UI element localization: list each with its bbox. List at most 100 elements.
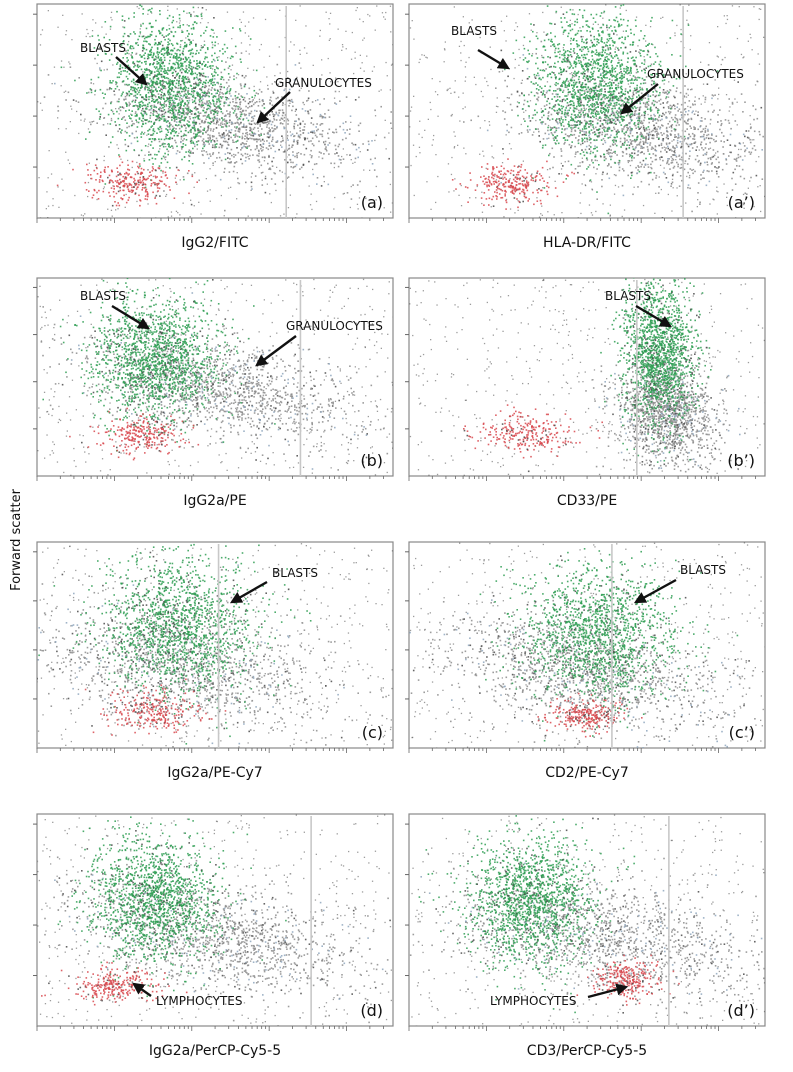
event-point <box>102 107 104 110</box>
event-point <box>756 117 759 120</box>
event-point <box>146 191 148 193</box>
event-point <box>126 60 128 63</box>
event-point <box>120 197 122 199</box>
event-point <box>125 178 127 180</box>
event-point <box>298 62 301 64</box>
event-point <box>177 212 179 214</box>
event-point <box>624 125 626 127</box>
event-point <box>506 85 508 88</box>
event-point <box>298 89 301 92</box>
event-point <box>363 70 365 72</box>
event-point <box>213 88 216 90</box>
event-point <box>296 143 299 145</box>
event-point <box>148 35 150 38</box>
event-point <box>752 105 754 107</box>
event-point <box>96 62 98 65</box>
event-point <box>770 170 772 172</box>
event-point <box>275 112 278 115</box>
event-point <box>184 44 186 47</box>
event-point <box>155 110 158 113</box>
event-point <box>140 119 143 122</box>
event-point <box>119 189 122 192</box>
event-point <box>218 119 221 121</box>
event-point <box>635 16 638 18</box>
event-point <box>57 117 59 119</box>
event-point <box>724 119 727 121</box>
event-point <box>267 120 269 123</box>
event-point <box>171 99 173 102</box>
event-point <box>173 62 175 65</box>
event-point <box>186 172 189 175</box>
event-point <box>159 66 161 69</box>
event-point <box>650 130 653 133</box>
event-point <box>174 95 177 97</box>
event-point <box>85 35 87 38</box>
event-point <box>376 5 378 7</box>
event-point <box>574 73 577 76</box>
event-point <box>124 70 126 72</box>
event-point <box>291 101 294 103</box>
event-point <box>239 122 242 125</box>
event-point <box>206 140 208 143</box>
event-point <box>177 72 179 75</box>
event-point <box>276 166 278 168</box>
event-point <box>192 121 194 123</box>
event-point <box>667 92 670 95</box>
event-point <box>268 130 271 132</box>
event-point <box>508 131 510 134</box>
event-point <box>166 143 169 146</box>
event-point <box>390 211 392 213</box>
event-point <box>584 184 586 186</box>
event-point <box>159 42 161 45</box>
event-point <box>224 158 227 161</box>
event-point <box>187 103 190 105</box>
event-point <box>180 130 182 133</box>
event-point <box>652 153 655 155</box>
event-point <box>209 117 212 120</box>
event-point <box>191 70 193 73</box>
event-point <box>148 175 151 177</box>
event-point <box>110 102 112 105</box>
event-point <box>45 208 47 210</box>
event-point <box>198 112 200 115</box>
event-point <box>202 147 204 150</box>
event-point <box>108 146 110 148</box>
event-point <box>228 125 230 127</box>
event-point <box>277 114 280 117</box>
event-point <box>179 120 181 122</box>
event-point <box>651 160 654 163</box>
event-point <box>262 171 264 173</box>
event-point <box>291 86 293 88</box>
event-point <box>183 46 186 48</box>
event-point <box>312 168 314 171</box>
event-point <box>335 131 338 134</box>
event-point <box>273 114 276 116</box>
event-point <box>108 182 111 184</box>
event-point <box>711 170 713 172</box>
event-point <box>241 74 244 77</box>
event-point <box>283 116 286 119</box>
event-point <box>158 72 160 74</box>
event-point <box>608 164 610 166</box>
event-point <box>56 184 59 187</box>
event-point <box>124 119 127 121</box>
event-point <box>144 98 146 101</box>
event-point <box>126 93 129 95</box>
event-point <box>674 149 676 152</box>
event-point <box>189 53 192 56</box>
event-point <box>167 51 170 54</box>
event-point <box>185 65 188 67</box>
event-point <box>199 105 201 107</box>
event-point <box>527 131 529 133</box>
event-point <box>186 120 189 122</box>
event-point <box>62 14 64 16</box>
event-point <box>203 92 205 94</box>
event-point <box>190 13 192 16</box>
event-point <box>708 74 710 76</box>
event-point <box>128 173 130 175</box>
event-point <box>148 109 151 111</box>
event-point <box>569 40 572 42</box>
event-point <box>345 137 347 140</box>
event-point <box>211 79 213 81</box>
event-point <box>354 161 356 163</box>
